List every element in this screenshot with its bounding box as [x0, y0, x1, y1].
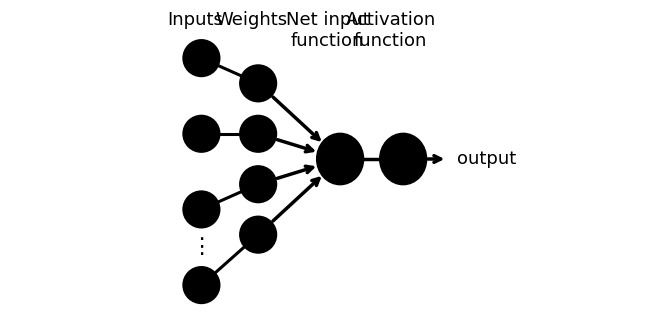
Text: w₂: w₂	[248, 175, 269, 193]
Text: Activation
function: Activation function	[345, 11, 436, 50]
Text: Σ: Σ	[332, 147, 348, 171]
Text: Inputs: Inputs	[167, 11, 223, 29]
Circle shape	[184, 192, 219, 227]
Text: w₁: w₁	[248, 125, 269, 143]
Circle shape	[241, 217, 276, 252]
Circle shape	[241, 116, 276, 151]
Ellipse shape	[318, 135, 362, 183]
Text: Weights: Weights	[215, 11, 288, 29]
Text: x₁: x₁	[193, 125, 210, 143]
Circle shape	[241, 167, 276, 202]
Circle shape	[184, 116, 219, 151]
Text: x₂: x₂	[193, 200, 210, 218]
Ellipse shape	[381, 135, 425, 183]
Text: ⋮: ⋮	[191, 237, 212, 257]
Text: w₀: w₀	[248, 74, 269, 92]
Text: wₘ: wₘ	[246, 226, 270, 244]
Circle shape	[184, 268, 219, 302]
Circle shape	[184, 41, 219, 75]
Text: Net input
function: Net input function	[286, 11, 369, 50]
Circle shape	[241, 66, 276, 101]
Text: output: output	[457, 150, 516, 168]
Text: xₘ: xₘ	[191, 276, 212, 294]
Text: 1: 1	[196, 49, 207, 67]
